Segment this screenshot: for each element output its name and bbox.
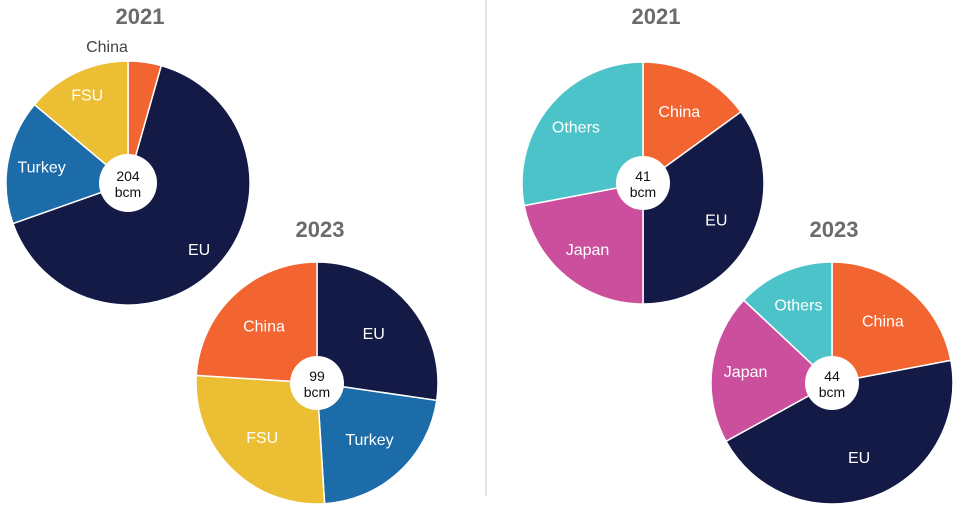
slice-label-fsu: FSU [246, 430, 278, 447]
pie-slice-eu [724, 359, 954, 505]
pie-slice-eu [642, 110, 765, 305]
slice-label-eu: EU [705, 212, 727, 229]
pie-slice-eu [316, 261, 439, 402]
chart-4-slices [710, 261, 954, 505]
chart-3-center-unit: bcm [630, 184, 656, 200]
pie-slice-china [195, 261, 318, 384]
pie-slice-china [831, 261, 952, 384]
pie-slice-others [521, 61, 644, 207]
slice-label-fsu: FSU [71, 88, 103, 105]
pie-slice-turkey [316, 382, 438, 505]
chart-4-labels: China EU Japan Others [724, 297, 904, 467]
chart-3-center-value: 41 [635, 168, 651, 184]
slice-label-china: China [86, 39, 128, 56]
chart-3-labels: China EU Japan Others [552, 104, 728, 259]
pie-chart-1: 2021 China EU Turkey FSU 204 bcm [5, 4, 251, 306]
pie-slice-japan [523, 182, 644, 305]
slice-label-japan: Japan [724, 364, 768, 381]
chart-3-slices [521, 61, 765, 305]
chart-2-slices [195, 261, 439, 505]
chart-1-labels: China EU Turkey FSU [17, 39, 210, 259]
pie-chart-4: 2023 China EU Japan Others 44 bcm [710, 217, 954, 505]
chart-2-center-unit: bcm [304, 384, 330, 400]
chart-4-title: 2023 [810, 217, 859, 242]
slice-label-eu: EU [188, 242, 210, 259]
chart-4-center-unit: bcm [819, 384, 845, 400]
pie-slice-japan [710, 299, 834, 443]
chart-2-center-hole [290, 356, 344, 410]
chart-2-labels: EU Turkey FSU China [243, 319, 394, 449]
chart-2-center-value: 99 [309, 368, 325, 384]
pie-chart-2: 2023 EU Turkey FSU China 99 bcm [195, 217, 439, 505]
pie-slice-fsu [33, 60, 129, 185]
pie-slice-turkey [5, 103, 130, 225]
chart-3-center-hole [616, 156, 670, 210]
slice-label-japan: Japan [566, 242, 610, 259]
chart-1-center-unit: bcm [115, 184, 141, 200]
slice-label-china: China [862, 314, 904, 331]
slice-label-others: Others [774, 297, 822, 314]
slice-label-china: China [243, 319, 285, 336]
slice-label-eu: EU [363, 326, 385, 343]
chart-2-title: 2023 [296, 217, 345, 242]
slice-label-turkey: Turkey [345, 432, 393, 449]
slice-label-eu: EU [848, 450, 870, 467]
chart-3-title: 2021 [632, 4, 681, 29]
pie-slice-china [642, 61, 742, 185]
pie-chart-3: 2021 China EU Japan Others 41 bcm [521, 4, 765, 305]
pie-slice-fsu [195, 374, 326, 505]
chart-4-center-hole [805, 356, 859, 410]
chart-4-center-value: 44 [824, 368, 840, 384]
pie-slice-others [742, 261, 833, 385]
slice-label-turkey: Turkey [17, 159, 65, 176]
chart-1-center-value: 204 [116, 168, 140, 184]
chart-1-title: 2021 [116, 4, 165, 29]
chart-1-center-hole [99, 154, 157, 212]
slice-label-others: Others [552, 120, 600, 137]
slice-label-china: China [658, 104, 700, 121]
